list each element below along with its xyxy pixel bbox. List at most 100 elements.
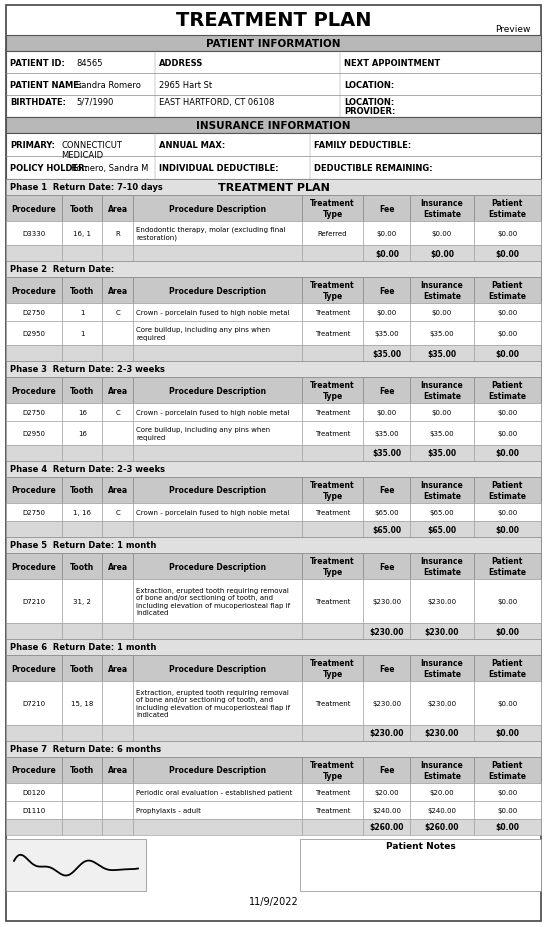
Text: D3330: D3330 — [22, 231, 46, 236]
Bar — [102, 322, 133, 346]
Text: Treatment
Type: Treatment Type — [310, 481, 355, 501]
Text: Treatment: Treatment — [315, 331, 351, 337]
Text: Area: Area — [108, 286, 128, 295]
Text: Fee: Fee — [379, 386, 395, 395]
Bar — [302, 446, 363, 462]
Bar — [363, 655, 410, 681]
Bar — [363, 446, 410, 462]
Text: Endodontic therapy, molar (excluding final
restoration): Endodontic therapy, molar (excluding fin… — [136, 226, 286, 241]
Bar — [6, 322, 62, 346]
Bar — [102, 377, 133, 403]
Text: Treatment
Type: Treatment Type — [310, 658, 355, 678]
Text: Prophylaxis - adult: Prophylaxis - adult — [136, 807, 201, 813]
Text: $0.00: $0.00 — [497, 310, 517, 316]
Text: Extraction, erupted tooth requiring removal
of bone and/or sectioning of tooth, : Extraction, erupted tooth requiring remo… — [136, 587, 290, 616]
Text: Insurance
Estimate: Insurance Estimate — [421, 658, 463, 678]
Text: MEDICAID: MEDICAID — [61, 150, 103, 159]
Bar — [6, 783, 62, 801]
Bar — [6, 278, 62, 304]
Bar — [474, 278, 541, 304]
Bar — [302, 725, 363, 742]
Text: $0.00: $0.00 — [377, 231, 397, 236]
Bar — [102, 725, 133, 742]
Bar — [302, 346, 363, 362]
Text: Procedure: Procedure — [11, 204, 56, 213]
Bar — [102, 403, 133, 422]
Text: Patient
Estimate: Patient Estimate — [488, 481, 526, 501]
Text: 2965 Hart St: 2965 Hart St — [159, 81, 212, 89]
Bar — [133, 579, 302, 623]
Text: LOCATION:: LOCATION: — [344, 81, 394, 89]
Text: Treatment: Treatment — [315, 510, 351, 515]
Bar — [62, 783, 102, 801]
Bar — [62, 278, 102, 304]
Text: Treatment: Treatment — [315, 430, 351, 437]
Bar — [133, 422, 302, 446]
Bar — [133, 783, 302, 801]
Text: Romero, Sandra M: Romero, Sandra M — [71, 164, 148, 172]
Bar — [410, 783, 474, 801]
Bar — [62, 304, 102, 322]
Bar — [6, 839, 146, 891]
Bar — [102, 757, 133, 783]
Bar — [474, 521, 541, 538]
Bar — [133, 521, 302, 538]
Text: $230.00: $230.00 — [370, 627, 404, 636]
Bar — [102, 681, 133, 725]
Text: Procedure Description: Procedure Description — [169, 486, 266, 495]
Bar — [474, 725, 541, 742]
Text: C: C — [115, 510, 120, 515]
Bar — [302, 422, 363, 446]
Text: D0120: D0120 — [22, 789, 45, 795]
Text: D2750: D2750 — [22, 410, 45, 415]
Bar — [6, 52, 541, 118]
Text: $0.00: $0.00 — [432, 231, 452, 236]
Text: $35.00: $35.00 — [375, 331, 399, 337]
Bar — [102, 579, 133, 623]
Bar — [363, 681, 410, 725]
Bar — [302, 757, 363, 783]
Bar — [474, 196, 541, 222]
Bar — [302, 579, 363, 623]
Text: Phase 3  Return Date: 2-3 weeks: Phase 3 Return Date: 2-3 weeks — [10, 365, 165, 375]
Text: BIRTHDATE:: BIRTHDATE: — [10, 97, 66, 107]
Text: $0.00: $0.00 — [495, 729, 519, 738]
Bar — [410, 346, 474, 362]
Bar — [363, 819, 410, 835]
Text: D2950: D2950 — [22, 331, 45, 337]
Bar — [133, 322, 302, 346]
Bar — [6, 377, 62, 403]
Bar — [133, 304, 302, 322]
Bar — [6, 246, 62, 261]
Text: Treatment: Treatment — [315, 789, 351, 795]
Text: PATIENT NAME:: PATIENT NAME: — [10, 81, 82, 89]
Text: 1: 1 — [80, 310, 84, 316]
Text: $0.00: $0.00 — [495, 349, 519, 358]
Bar — [410, 655, 474, 681]
Bar — [363, 477, 410, 503]
Bar — [410, 725, 474, 742]
Text: $0.00: $0.00 — [495, 627, 519, 636]
Bar — [410, 521, 474, 538]
Bar — [133, 222, 302, 246]
Text: DEDUCTIBLE REMAINING:: DEDUCTIBLE REMAINING: — [314, 164, 433, 172]
Text: Fee: Fee — [379, 286, 395, 295]
Bar — [62, 346, 102, 362]
Bar — [363, 801, 410, 819]
Text: $35.00: $35.00 — [373, 449, 401, 458]
Bar — [62, 403, 102, 422]
Text: $260.00: $260.00 — [370, 822, 404, 832]
Bar — [133, 346, 302, 362]
Bar — [474, 783, 541, 801]
Text: $35.00: $35.00 — [430, 331, 455, 337]
Bar — [102, 655, 133, 681]
Bar — [102, 819, 133, 835]
Text: Crown - porcelain fused to high noble metal: Crown - porcelain fused to high noble me… — [136, 310, 290, 316]
Text: FAMILY DEDUCTIBLE:: FAMILY DEDUCTIBLE: — [314, 141, 411, 150]
Text: PROVIDER:: PROVIDER: — [344, 108, 395, 116]
Text: Area: Area — [108, 664, 128, 673]
Text: Sandra Romero: Sandra Romero — [76, 81, 141, 89]
Bar — [363, 553, 410, 579]
Bar — [62, 819, 102, 835]
Bar — [133, 503, 302, 521]
